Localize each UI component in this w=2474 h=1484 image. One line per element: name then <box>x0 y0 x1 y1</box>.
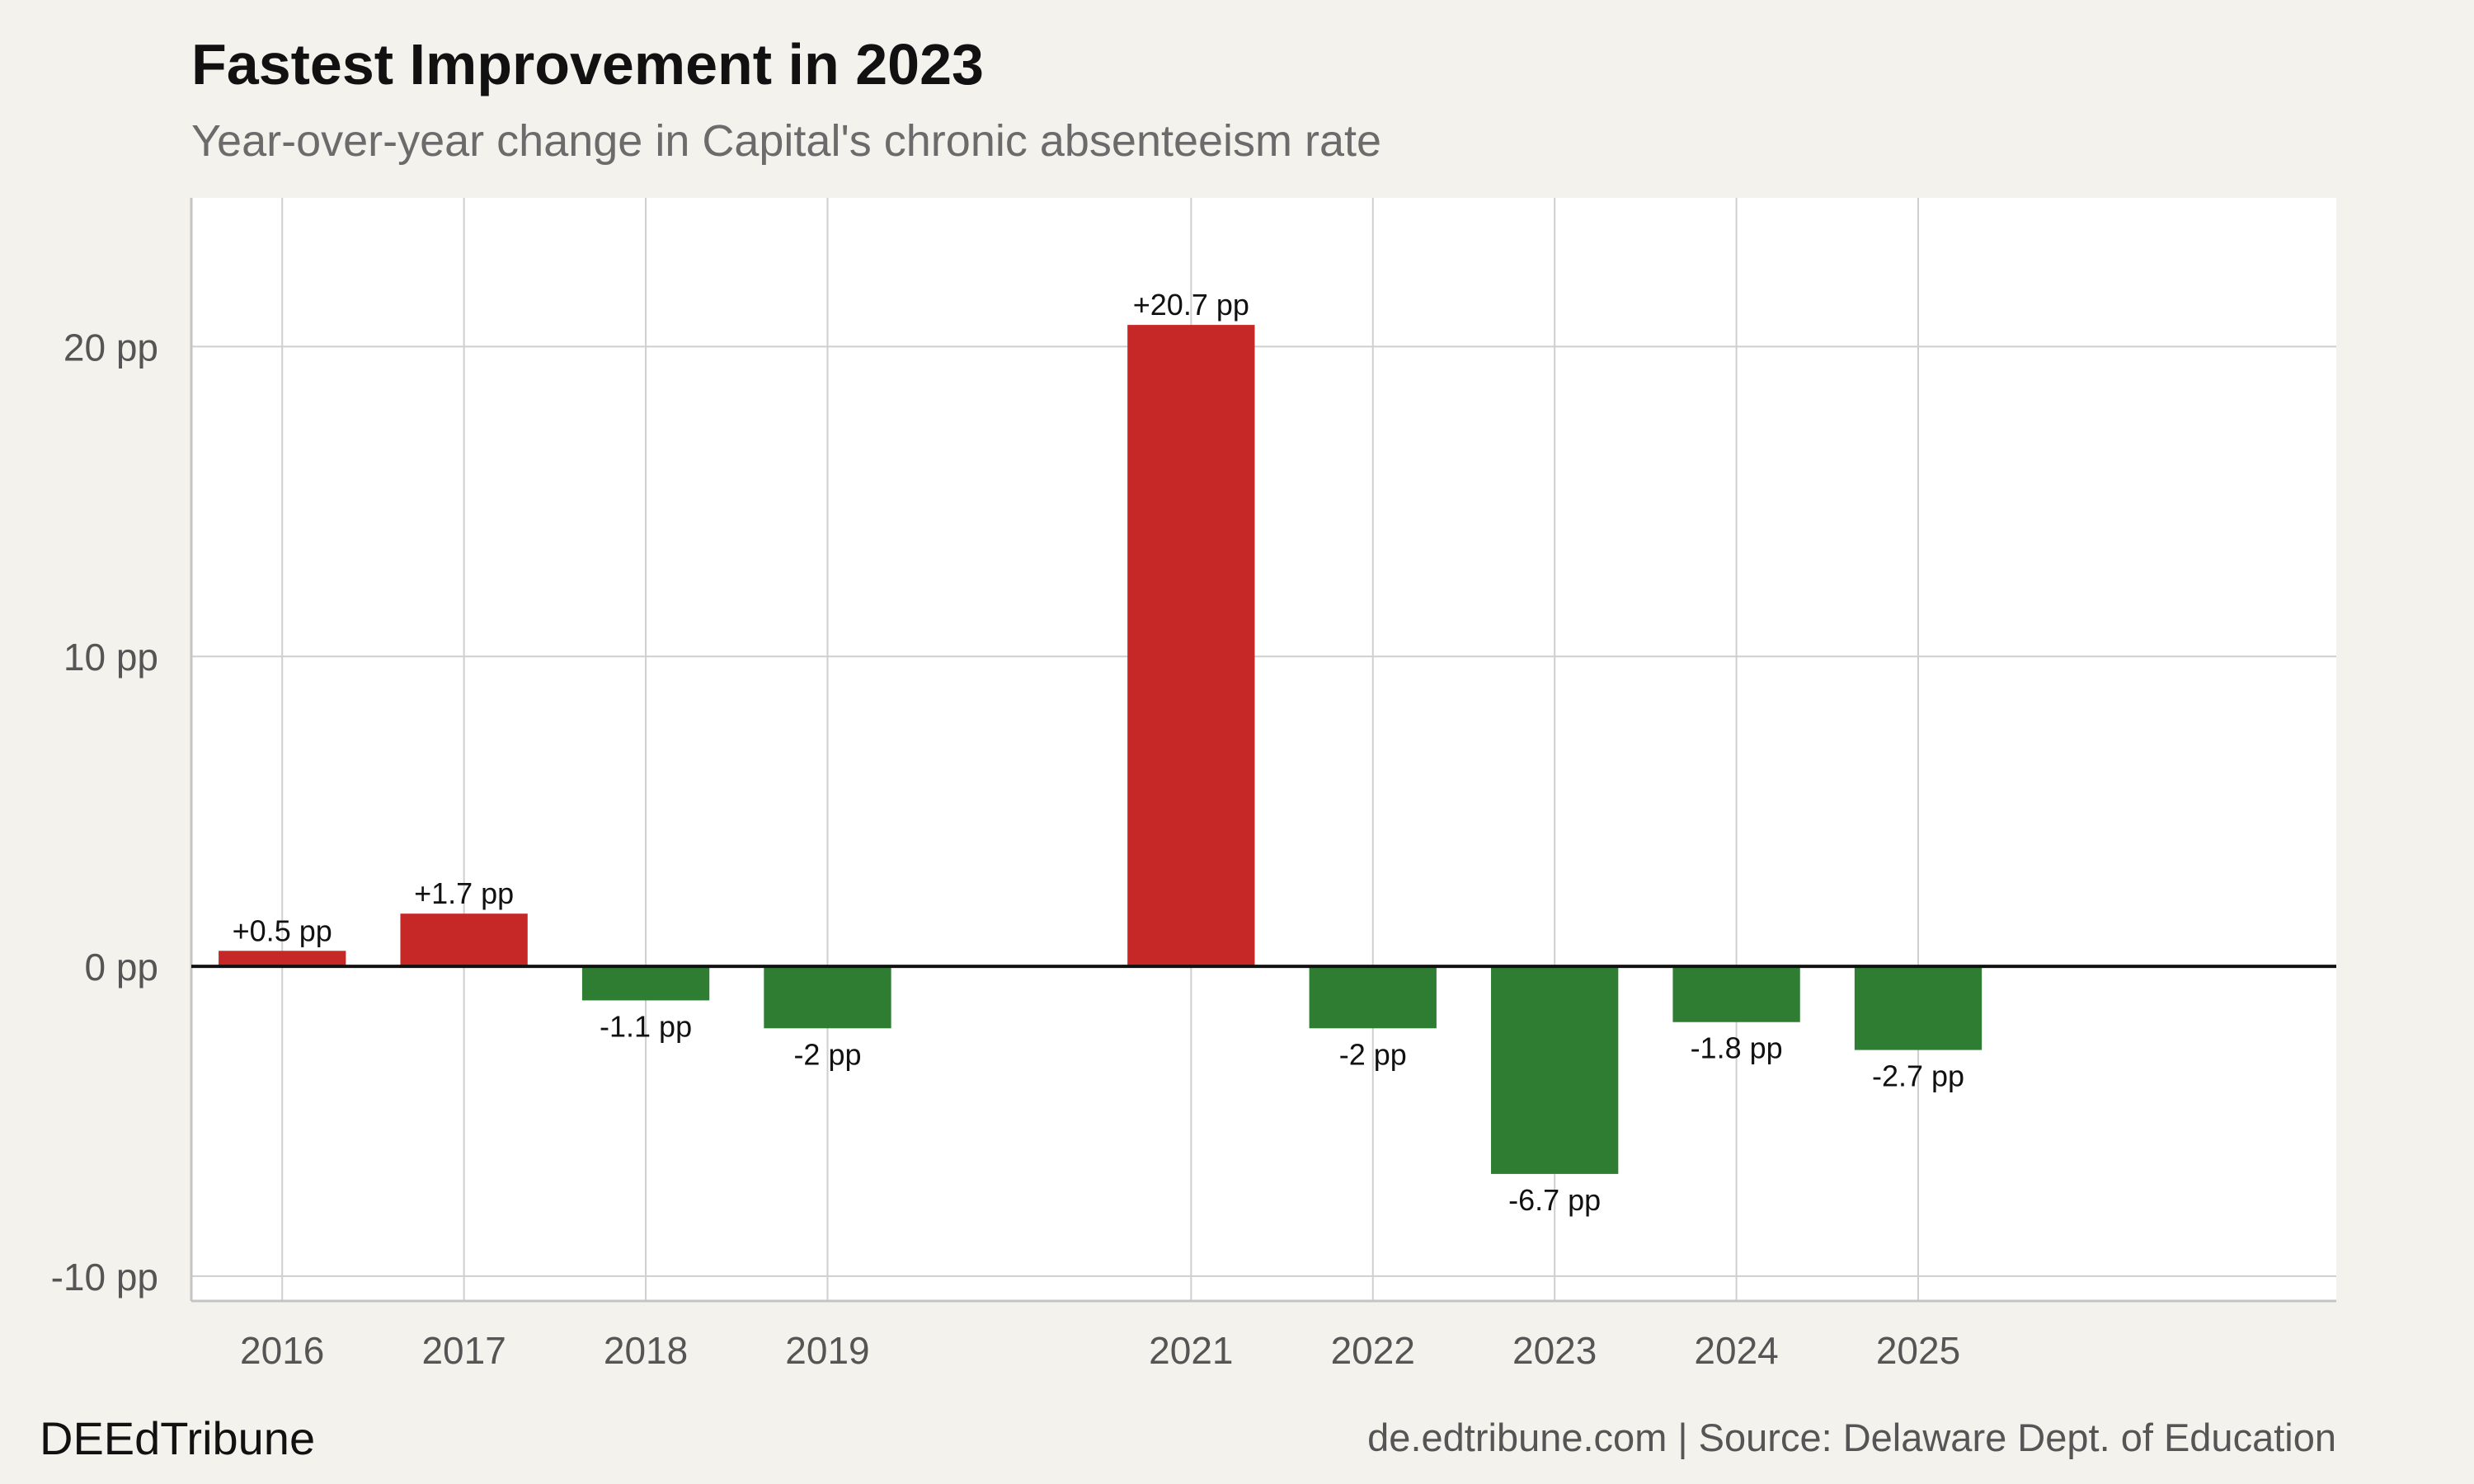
bar <box>400 913 528 967</box>
x-tick-label: 2023 <box>1512 1329 1597 1372</box>
x-tick-label: 2019 <box>785 1329 869 1372</box>
x-tick-label: 2018 <box>604 1329 688 1372</box>
bar <box>1309 966 1437 1029</box>
bar <box>1127 325 1255 967</box>
bar <box>764 966 891 1029</box>
data-label: -2 pp <box>793 1037 861 1071</box>
bar <box>1672 966 1800 1022</box>
y-tick-label: 20 pp <box>63 326 158 369</box>
data-label: -2 pp <box>1339 1037 1407 1071</box>
brand-logo-text: DEEdTribune <box>40 1412 316 1464</box>
x-tick-label: 2022 <box>1331 1329 1415 1372</box>
data-label: -2.7 pp <box>1872 1059 1964 1093</box>
bar <box>581 966 710 1001</box>
data-label: -6.7 pp <box>1508 1183 1601 1217</box>
y-tick-label: 10 pp <box>63 636 158 679</box>
x-tick-label: 2024 <box>1694 1329 1778 1372</box>
data-label: +0.5 pp <box>233 913 332 947</box>
y-tick-label: 0 pp <box>84 946 158 989</box>
x-tick-label: 2016 <box>240 1329 324 1372</box>
chart-subtitle: Year-over-year change in Capital's chron… <box>191 116 1382 166</box>
data-label: +20.7 pp <box>1133 288 1249 322</box>
data-label: +1.7 pp <box>414 876 514 910</box>
data-label: -1.1 pp <box>600 1009 692 1043</box>
bar <box>219 951 346 967</box>
plot-panel <box>191 198 2336 1301</box>
y-tick-label: -10 pp <box>51 1256 158 1298</box>
data-label: -1.8 pp <box>1691 1031 1783 1065</box>
source-credit: de.edtribune.com | Source: Delaware Dept… <box>1367 1416 2336 1459</box>
x-tick-label: 2025 <box>1876 1329 1960 1372</box>
x-tick-label: 2021 <box>1149 1329 1233 1372</box>
bar <box>1854 966 1982 1050</box>
chart-title: Fastest Improvement in 2023 <box>191 32 984 96</box>
x-tick-label: 2017 <box>421 1329 506 1372</box>
bar <box>1491 966 1619 1174</box>
